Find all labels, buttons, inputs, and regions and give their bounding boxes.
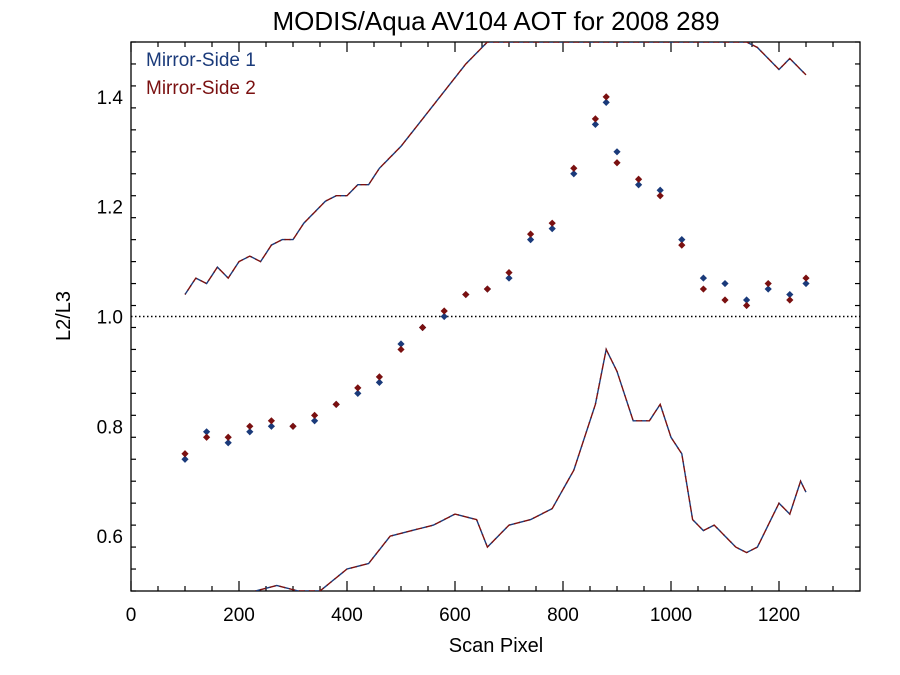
envelope-lines (184, 42, 807, 591)
legend: Mirror-Side 1 Mirror-Side 2 (146, 50, 256, 99)
data-point-series-1 (527, 236, 535, 244)
data-point-series-2 (246, 422, 254, 430)
data-point-series-1 (354, 389, 362, 397)
data-point-series-1 (743, 296, 751, 304)
data-point-series-2 (419, 323, 427, 332)
data-point-series-2 (764, 279, 772, 288)
data-point-series-2 (678, 241, 686, 249)
data-point-series-1 (311, 417, 319, 425)
data-point-series-2 (591, 115, 599, 123)
data-point-series-2 (613, 159, 621, 167)
y-tick-label: 1.2 (97, 198, 123, 219)
x-tick-label: 800 (547, 605, 579, 626)
data-point-series-2 (440, 307, 448, 315)
envelope-lower-series-1 (255, 347, 807, 591)
data-point-series-1 (570, 170, 578, 178)
data-point-series-2 (483, 285, 491, 293)
y-tick-label: 1.4 (97, 88, 124, 109)
data-point-series-1 (635, 181, 643, 189)
envelope-lower-series-2 (255, 347, 807, 591)
data-point-series-1 (224, 439, 232, 447)
data-point-series-2 (181, 450, 189, 458)
data-point-series-1 (440, 312, 448, 321)
data-point-series-2 (548, 219, 556, 227)
data-point-series-1 (602, 98, 610, 106)
y-tick-labels: 0.6 0.8 1.0 1.2 1.4 (97, 88, 124, 548)
x-tick-label: 400 (331, 605, 363, 626)
data-point-series-1 (548, 225, 556, 233)
data-point-series-1 (203, 428, 211, 436)
axis-ticks (130, 41, 860, 592)
data-point-series-2 (267, 417, 275, 425)
legend-item-series-1: Mirror-Side 1 (146, 50, 256, 71)
data-point-series-1 (802, 279, 810, 288)
x-tick-label: 600 (439, 605, 471, 626)
data-point-series-2 (743, 301, 751, 310)
data-point-series-2 (224, 433, 232, 441)
data-point-series-1 (786, 290, 794, 299)
envelope-upper-series-2 (184, 42, 807, 295)
y-tick-label: 0.8 (97, 417, 123, 438)
data-point-series-2 (203, 433, 211, 441)
data-point-series-2 (289, 422, 297, 430)
data-points (181, 93, 810, 463)
x-tick-label: 1200 (758, 605, 800, 626)
data-point-series-1 (721, 279, 729, 288)
data-point-series-2 (602, 93, 610, 101)
data-point-series-2 (699, 285, 707, 293)
x-tick-label: 200 (223, 605, 255, 626)
data-point-series-1 (591, 120, 599, 128)
data-point-series-1 (656, 186, 664, 194)
data-point-series-1 (181, 455, 189, 463)
data-point-series-1 (267, 422, 275, 430)
chart-title: MODIS/Aqua AV104 AOT for 2008 289 (272, 6, 719, 36)
data-point-series-2 (527, 230, 535, 238)
data-point-series-1 (764, 285, 772, 293)
data-point-series-1 (246, 428, 254, 436)
data-point-series-2 (462, 290, 470, 299)
y-axis-label: L2/L3 (53, 291, 75, 341)
x-axis-label: Scan Pixel (449, 635, 544, 657)
data-point-series-1 (375, 378, 383, 386)
legend-item-series-2: Mirror-Side 2 (146, 78, 256, 99)
data-point-series-2 (375, 373, 383, 381)
data-point-series-2 (332, 400, 340, 408)
data-point-series-2 (505, 268, 513, 277)
data-point-series-2 (721, 296, 729, 304)
data-point-series-2 (311, 411, 319, 419)
envelope-upper-series-1 (184, 42, 807, 295)
data-point-series-2 (635, 175, 643, 183)
data-point-series-1 (397, 340, 405, 348)
data-point-series-1 (613, 148, 621, 156)
x-tick-label: 1000 (650, 605, 692, 626)
x-tick-label: 0 (126, 605, 137, 626)
y-tick-label: 1.0 (97, 308, 123, 329)
data-point-series-1 (678, 236, 686, 244)
data-point-series-2 (786, 296, 794, 304)
data-point-series-2 (354, 384, 362, 392)
data-point-series-2 (802, 274, 810, 282)
data-point-series-2 (570, 164, 578, 172)
data-point-series-2 (397, 345, 405, 354)
data-point-series-1 (505, 274, 513, 282)
data-point-series-1 (699, 274, 707, 282)
y-tick-label: 0.6 (97, 527, 123, 548)
x-tick-labels: 0 200 400 600 800 1000 1200 (126, 605, 800, 626)
data-point-series-2 (656, 192, 664, 200)
